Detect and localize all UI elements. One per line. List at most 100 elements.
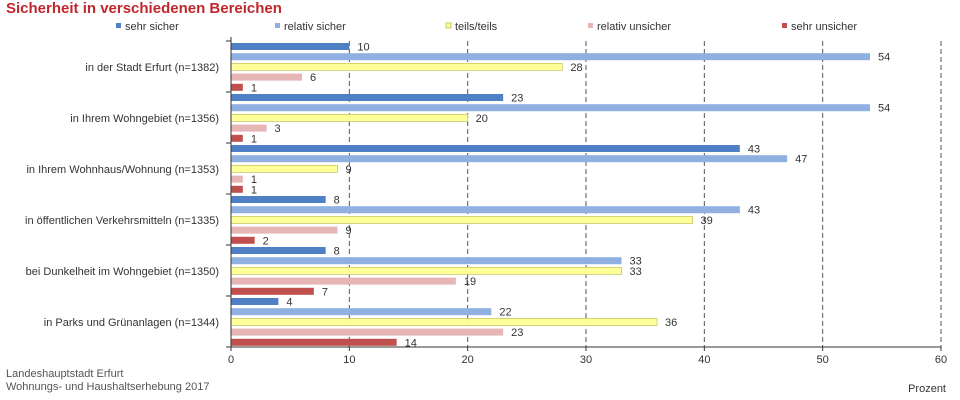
category-label: in Ihrem Wohngebiet (n=1356) [70,113,219,125]
value-label: 22 [499,307,511,319]
bar-relativ-unsicher [231,277,456,285]
bar-teils-teils [230,215,693,224]
bar-teils-teils [230,114,469,122]
legend-label: sehr unsicher [791,21,857,33]
legend-swatch [116,23,121,28]
x-tick-label: 30 [580,354,592,366]
category-group-6: in Parks und Grünanlagen (n=1344) 4 22 36 23… [44,297,677,350]
bar-sehr-sicher [231,43,350,50]
value-label: 1 [251,82,257,94]
legend-label: relativ unsicher [597,21,671,33]
category-label: in Parks und Grünanlagen (n=1344) [44,317,219,329]
bar-sehr-sicher [231,196,326,203]
value-label: 20 [476,113,488,125]
bar-sehr-unsicher [231,338,397,346]
legend-swatch [445,22,452,29]
legend-item-teils-teils: teils/teils [445,21,498,33]
category-label: in der Stadt Erfurt (n=1382) [85,62,219,74]
value-label: 36 [665,317,677,329]
value-label: 9 [346,164,352,176]
source-line-2: Wohnungs- und Haushaltserhebung 2017 [6,381,210,393]
bar-relativ-sicher [231,257,622,265]
grid-lines [348,41,942,347]
value-label: 14 [405,337,417,349]
bar-teils-teils [230,63,563,71]
value-label: 9 [346,225,352,237]
category-label: in öffentlichen Verkehrsmitteln (n=1335) [25,215,219,227]
value-label: 1 [251,133,257,145]
legend-label: sehr sicher [125,21,179,33]
value-label: 43 [748,205,760,217]
value-label: 8 [334,195,340,207]
legend-label: teils/teils [455,21,498,33]
legend-item-sehr-sicher: sehr sicher [116,21,179,33]
bar-relativ-sicher [231,308,492,316]
value-label: 47 [795,154,807,166]
category-group-1: in der Stadt Erfurt (n=1382) 10 54 28 6 1 [85,42,890,95]
bar-sehr-unsicher [231,83,243,91]
source-line-1: Landeshauptstadt Erfurt [6,368,124,380]
value-label: 7 [322,286,328,298]
value-label: 2 [263,235,269,247]
value-label: 1 [251,174,257,186]
bar-teils-teils [230,266,622,275]
value-label: 33 [630,266,642,278]
bar-sehr-unsicher [231,134,243,142]
value-label: 43 [748,144,760,156]
legend-swatch [588,23,593,28]
bar-relativ-unsicher [231,73,302,81]
category-group-3: in Ihrem Wohnhaus/Wohnung (n=1353) 43 47 9 1… [26,144,807,197]
bar-teils-teils [230,164,338,173]
x-tick-label: 20 [462,354,474,366]
value-label: 10 [357,42,369,54]
bar-relativ-unsicher [231,175,243,183]
bar-relativ-sicher [231,155,788,163]
axes: 0 10 20 30 40 50 60 Prozent [226,37,947,395]
legend-item-sehr-unsicher: sehr unsicher [782,21,857,33]
x-tick-label: 10 [343,354,355,366]
legend-item-relativ-unsicher: relativ unsicher [588,21,671,33]
bar-sehr-sicher [231,298,279,305]
x-tick-label: 40 [698,354,710,366]
value-label: 4 [286,297,292,309]
page-title: Sicherheit in verschiedenen Bereichen [6,0,282,17]
bar-sehr-sicher [231,145,740,152]
value-label: 23 [511,327,523,339]
bar-relativ-sicher [231,53,870,61]
bar-relativ-unsicher [231,328,504,336]
category-label: bei Dunkelheit im Wohngebiet (n=1350) [26,266,219,278]
legend-swatch [782,23,787,28]
value-label: 19 [464,276,476,288]
source-note: Landeshauptstadt Erfurt Wohnungs- und Ha… [6,368,209,394]
value-label: 39 [701,215,713,227]
value-label: 6 [310,72,316,84]
bar-sehr-sicher [231,247,326,254]
value-label: 54 [878,52,890,64]
bar-relativ-sicher [231,206,740,214]
bar-sehr-unsicher [231,185,243,193]
bar-sehr-sicher [231,94,504,101]
value-label: 28 [570,62,582,74]
category-label: in Ihrem Wohnhaus/Wohnung (n=1353) [26,164,219,176]
value-label: 8 [334,246,340,258]
bar-relativ-sicher [231,104,870,112]
x-tick-label: 60 [935,354,947,366]
category-group-2: in Ihrem Wohngebiet (n=1356) 23 54 20 3 1 [70,93,890,146]
category-group-4: in öffentlichen Verkehrsmitteln (n=1335)… [25,195,760,248]
value-label: 23 [511,93,523,105]
value-label: 3 [275,123,281,135]
legend: sehr sicher relativ sicher teils/teils rela… [116,21,857,33]
value-label: 54 [878,103,890,115]
value-label: 1 [251,184,257,196]
legend-swatch [275,23,280,28]
bar-relativ-unsicher [231,226,338,234]
x-tick-label: 50 [817,354,829,366]
category-group-5: bei Dunkelheit im Wohngebiet (n=1350) 8 33… [26,246,642,299]
x-tick-label: 0 [228,354,234,366]
x-axis-label: Prozent [908,383,946,395]
bar-sehr-unsicher [231,236,255,244]
legend-item-relativ-sicher: relativ sicher [275,21,346,33]
legend-label: relativ sicher [284,21,346,33]
